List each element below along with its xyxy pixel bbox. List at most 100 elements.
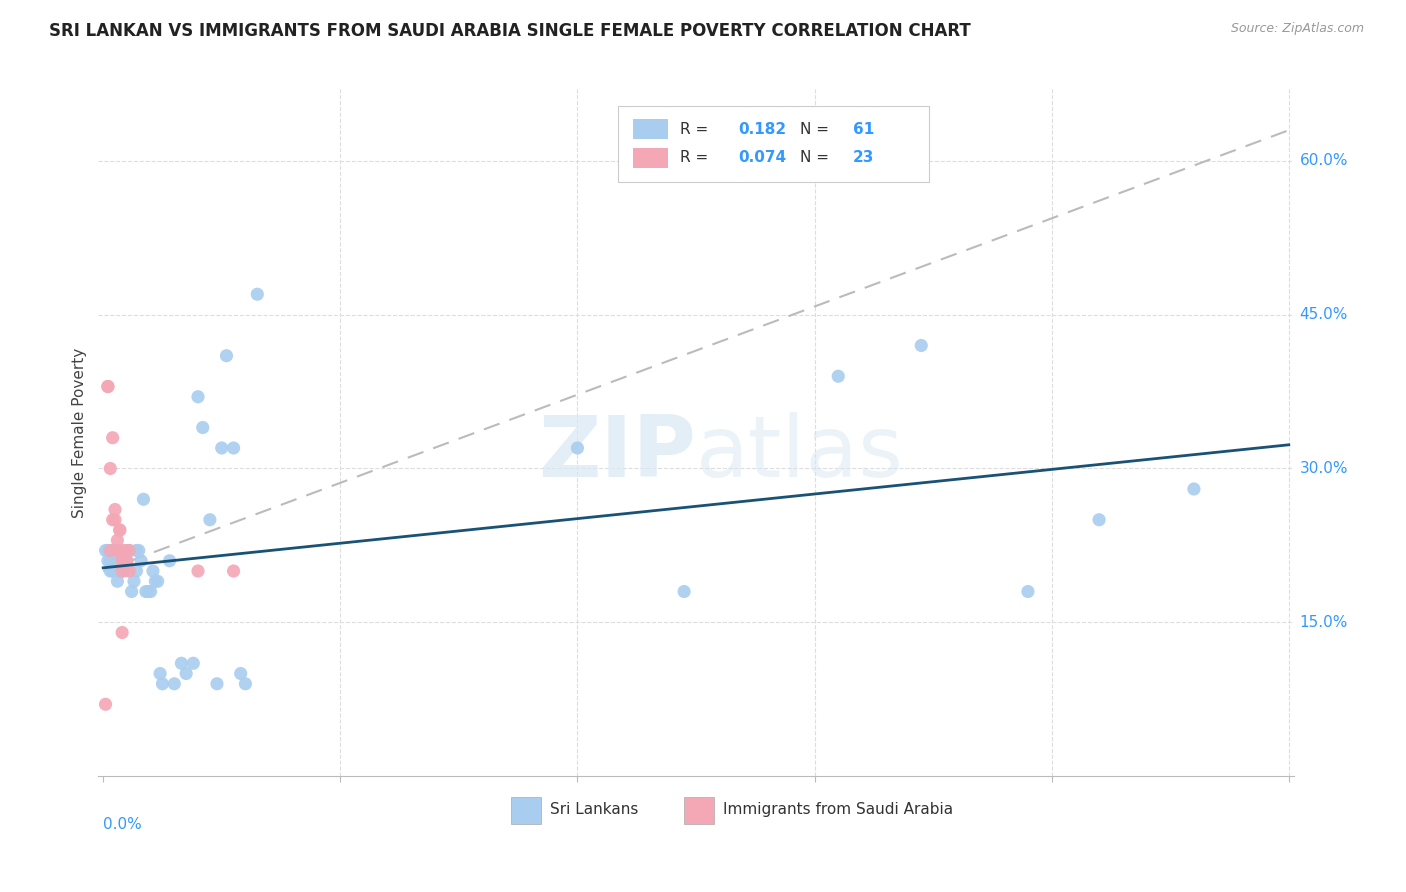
Point	[98, 461, 121, 475]
Point	[170, 657, 193, 671]
Text: 0.0%: 0.0%	[103, 817, 142, 832]
Point	[114, 543, 136, 558]
Text: atlas: atlas	[696, 412, 904, 495]
Text: 0.074: 0.074	[738, 151, 786, 165]
Point	[215, 349, 238, 363]
Text: SRI LANKAN VS IMMIGRANTS FROM SAUDI ARABIA SINGLE FEMALE POVERTY CORRELATION CHA: SRI LANKAN VS IMMIGRANTS FROM SAUDI ARAB…	[49, 22, 972, 40]
FancyBboxPatch shape	[633, 147, 668, 169]
Point	[104, 513, 127, 527]
Point	[567, 441, 589, 455]
Text: N =: N =	[800, 151, 834, 165]
Point	[104, 564, 127, 578]
Point	[104, 543, 127, 558]
Point	[139, 584, 162, 599]
Point	[115, 543, 138, 558]
Point	[105, 574, 128, 589]
Point	[98, 543, 121, 558]
Text: 30.0%: 30.0%	[1299, 461, 1348, 476]
Text: Immigrants from Saudi Arabia: Immigrants from Saudi Arabia	[724, 802, 953, 816]
Point	[98, 554, 121, 568]
Point	[129, 554, 152, 568]
Point	[673, 584, 696, 599]
Point	[114, 564, 136, 578]
FancyBboxPatch shape	[510, 797, 541, 824]
Text: Sri Lankans: Sri Lankans	[550, 802, 638, 816]
Point	[105, 533, 128, 548]
Point	[115, 554, 138, 568]
Point	[97, 379, 120, 393]
Point	[98, 543, 121, 558]
Point	[181, 657, 204, 671]
Point	[132, 492, 155, 507]
Point	[187, 564, 209, 578]
Point	[1088, 513, 1111, 527]
Point	[246, 287, 269, 301]
Text: ZIP: ZIP	[538, 412, 696, 495]
Point	[125, 564, 148, 578]
Point	[121, 584, 143, 599]
Text: 0.182: 0.182	[738, 121, 786, 136]
Point	[163, 677, 186, 691]
Point	[142, 564, 165, 578]
Text: 23: 23	[852, 151, 875, 165]
Point	[105, 564, 128, 578]
Point	[827, 369, 849, 384]
Point	[910, 338, 932, 352]
Point	[105, 554, 128, 568]
Text: 15.0%: 15.0%	[1299, 615, 1348, 630]
Point	[101, 554, 124, 568]
Text: R =: R =	[681, 121, 714, 136]
Point	[118, 543, 141, 558]
Point	[118, 543, 141, 558]
Point	[97, 543, 120, 558]
Point	[101, 513, 124, 527]
Point	[108, 543, 131, 558]
Point	[108, 554, 131, 568]
Point	[146, 574, 169, 589]
Point	[1017, 584, 1039, 599]
Point	[108, 523, 131, 537]
Point	[135, 584, 157, 599]
Text: R =: R =	[681, 151, 714, 165]
FancyBboxPatch shape	[633, 119, 668, 139]
Point	[125, 543, 148, 558]
Point	[149, 666, 172, 681]
Y-axis label: Single Female Poverty: Single Female Poverty	[72, 348, 87, 517]
Point	[101, 564, 124, 578]
Point	[211, 441, 233, 455]
Point	[104, 554, 127, 568]
Point	[198, 513, 221, 527]
Point	[111, 554, 134, 568]
Text: 60.0%: 60.0%	[1299, 153, 1348, 169]
Point	[101, 431, 124, 445]
Point	[222, 441, 245, 455]
Point	[229, 666, 252, 681]
Point	[114, 554, 136, 568]
FancyBboxPatch shape	[619, 106, 929, 182]
FancyBboxPatch shape	[685, 797, 714, 824]
Point	[191, 420, 214, 434]
Point	[111, 554, 134, 568]
Point	[94, 543, 117, 558]
Point	[104, 502, 127, 516]
Point	[152, 677, 174, 691]
Point	[108, 564, 131, 578]
Text: Source: ZipAtlas.com: Source: ZipAtlas.com	[1230, 22, 1364, 36]
Point	[108, 523, 131, 537]
Point	[187, 390, 209, 404]
Point	[101, 543, 124, 558]
Point	[118, 564, 141, 578]
Point	[222, 564, 245, 578]
Point	[97, 554, 120, 568]
Text: 45.0%: 45.0%	[1299, 307, 1348, 322]
Point	[111, 564, 134, 578]
Point	[94, 698, 117, 712]
Point	[1182, 482, 1205, 496]
Point	[128, 543, 150, 558]
Point	[136, 584, 159, 599]
Point	[205, 677, 228, 691]
Point	[105, 543, 128, 558]
Point	[159, 554, 181, 568]
Point	[235, 677, 257, 691]
Text: N =: N =	[800, 121, 834, 136]
